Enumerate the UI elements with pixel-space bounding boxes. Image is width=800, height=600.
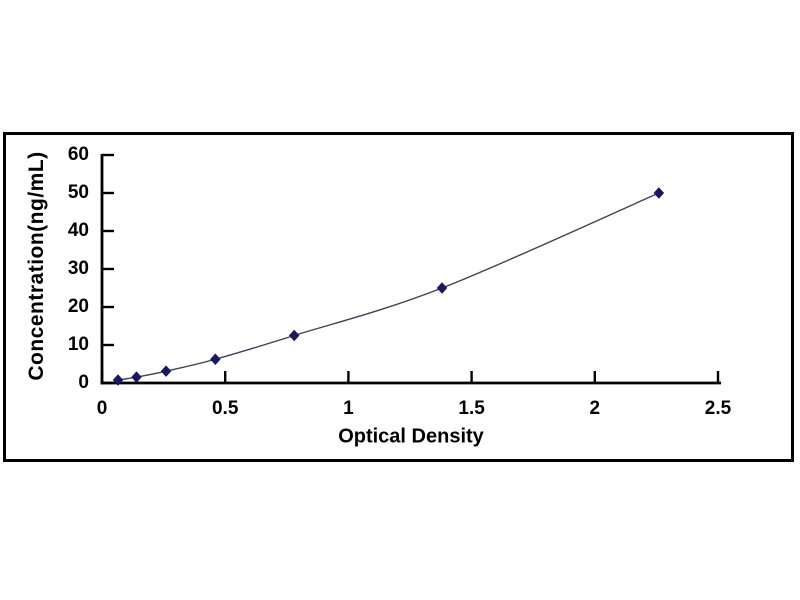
y-tick-label: 50	[67, 182, 89, 203]
data-point-marker	[160, 365, 172, 378]
data-point-marker	[131, 371, 142, 383]
x-tick-label: 0.5	[211, 398, 239, 419]
x-tick-label: 2	[589, 398, 601, 419]
y-tick-label: 60	[67, 144, 89, 165]
data-point-marker	[436, 282, 448, 294]
x-tick-label: 2.5	[704, 398, 732, 419]
chart-frame	[3, 132, 794, 462]
data-point-marker	[653, 187, 665, 199]
x-tick-label: 1	[343, 398, 354, 419]
data-point-marker	[112, 374, 124, 386]
data-point-marker	[288, 329, 300, 342]
x-axis-title: Optical Density	[338, 425, 484, 448]
y-tick-label: 0	[78, 372, 89, 393]
x-tick-label: 1.5	[458, 398, 485, 419]
x-tick-label: 0	[96, 398, 108, 419]
y-tick-label: 30	[67, 258, 89, 279]
data-point-marker	[210, 353, 221, 366]
curve-line	[117, 192, 660, 381]
y-tick-label: 10	[67, 334, 89, 355]
y-tick-label: 40	[67, 220, 89, 241]
y-tick-label: 20	[67, 296, 89, 317]
